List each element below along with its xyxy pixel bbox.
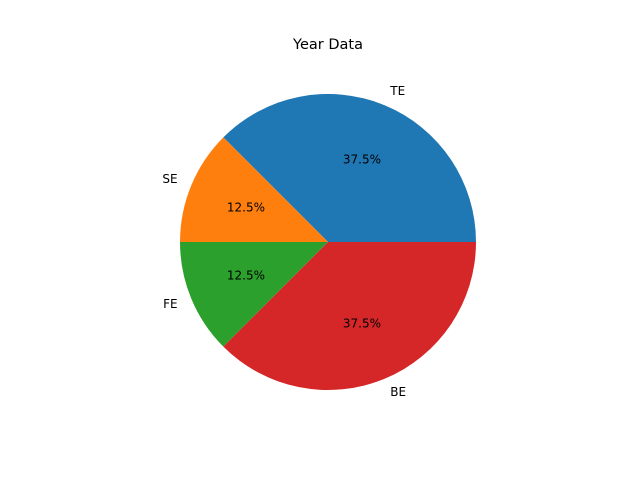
percent-label-se: 12.5% <box>227 201 265 215</box>
category-label-be: BE <box>390 385 406 399</box>
chart-title: Year Data <box>292 37 363 53</box>
percent-label-fe: 12.5% <box>227 268 265 282</box>
category-label-te: TE <box>389 84 405 98</box>
pie-slice-se <box>180 137 328 242</box>
pie-slice-be <box>223 242 476 391</box>
pie-slice-fe <box>180 242 328 347</box>
pie-slice-te <box>223 93 476 243</box>
percent-label-te: 37.5% <box>343 152 381 166</box>
category-label-fe: FE <box>163 297 177 311</box>
pie-labels: TE 37.5% SE 12.5% FE 12.5% BE 37.5% <box>162 84 406 399</box>
pie-slices <box>180 93 476 391</box>
category-label-se: SE <box>162 172 177 186</box>
percent-label-be: 37.5% <box>343 317 381 331</box>
